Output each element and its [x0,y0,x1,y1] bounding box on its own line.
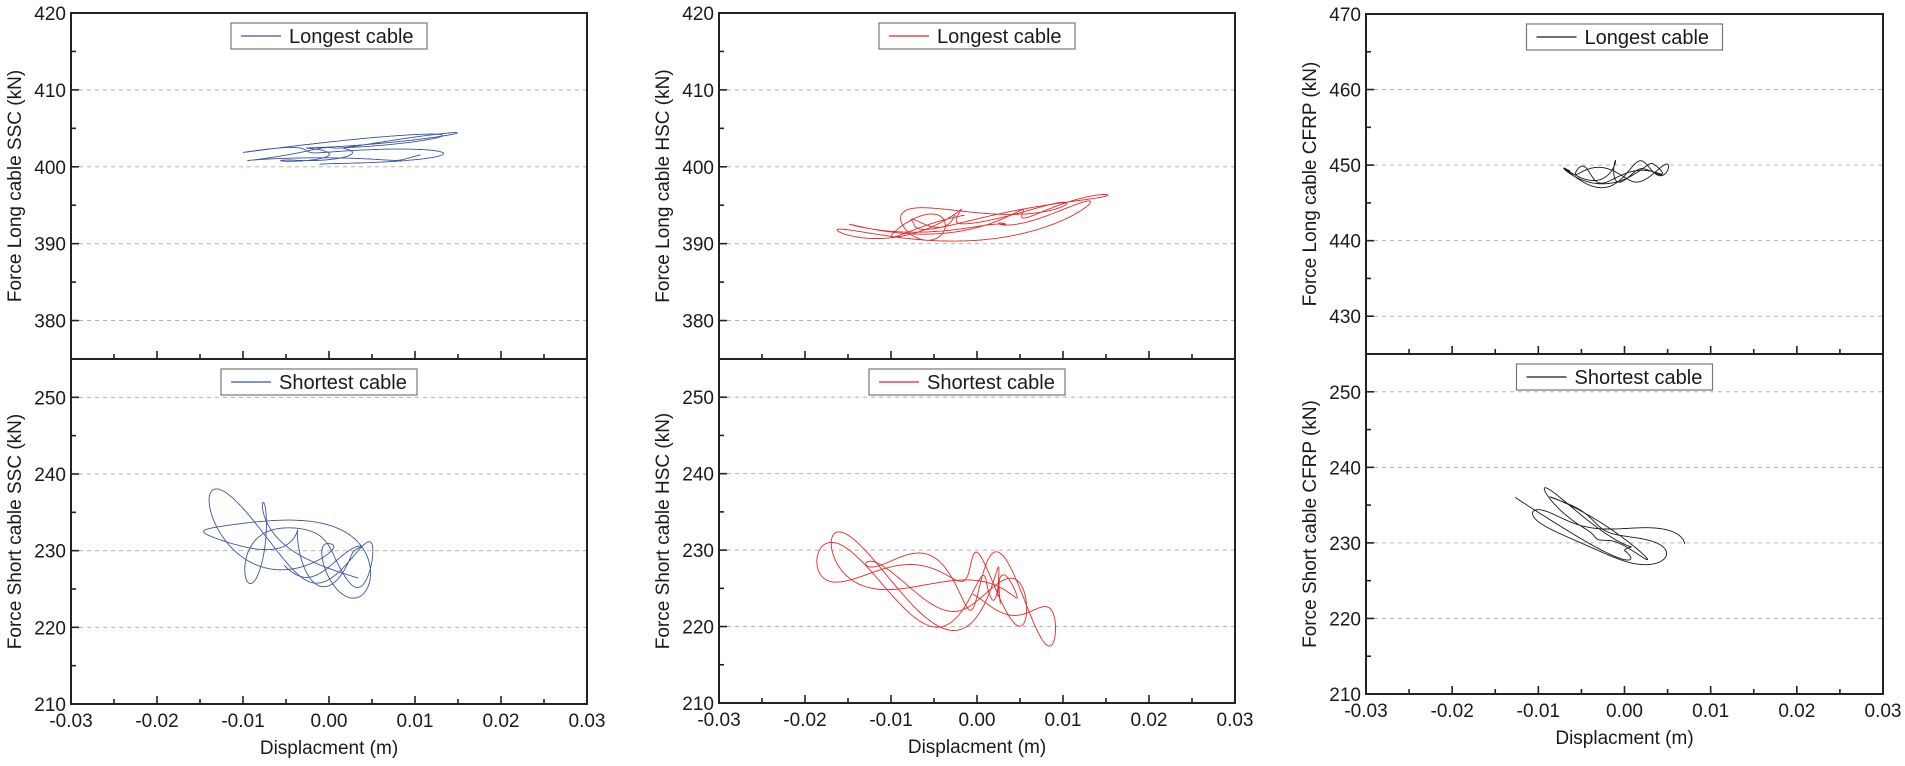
axes-frame [70,358,588,705]
panel-hsc-top: 380 390 400 410 420 Force Long cable HSC (kN)… [653,4,1236,360]
legend-label: Longest cable [937,26,1062,48]
panel-cfrp-bottom: 210 220 230 240 250 Force Short cable CFRP (k… [1300,353,1884,706]
x-tick-label: -0.03 [49,711,92,732]
data-series-bottom [1514,487,1686,566]
legend-label: Longest cable [1585,27,1710,49]
x-tick-label: 0.01 [397,711,434,732]
y-axis-title: Force Short cable SSC (kN) [5,414,26,649]
x-tick-label: -0.01 [1517,701,1560,722]
legend: Shortest cable [868,368,1066,396]
x-tick-label: -0.02 [1431,701,1474,722]
y-axis-title: Force Long cable SSC (kN) [5,70,26,302]
x-axis-title: Displacment (m) [908,737,1046,758]
axes-frame [70,12,588,360]
x-tick-label: 0.03 [1865,701,1902,722]
chart-cfrp: 430 440 450 460 470 Force Long cable CFRP (kN… [1300,5,1901,749]
x-tick-label: -0.01 [221,711,264,732]
x-tick-label: -0.02 [135,711,178,732]
legend-label: Shortest cable [927,372,1055,394]
data-series-top [242,132,458,165]
y-tick-label: 250 [682,388,714,409]
axes-frame [1365,13,1884,355]
legend: Longest cable [230,22,428,50]
y-tick-label: 230 [34,542,66,563]
axes-frame [718,12,1236,360]
x-tick-label: -0.03 [1344,701,1387,722]
y-axis-title: Force Short cable CFRP (kN) [1300,400,1321,648]
y-tick-label: 460 [1329,81,1361,102]
y-tick-label: 440 [1329,232,1361,253]
data-series-top [836,194,1109,242]
x-tick-label: 0.02 [1131,710,1168,731]
y-tick-label: 230 [682,541,714,562]
y-tick-label: 390 [34,235,66,256]
y-tick-label: 210 [34,695,66,716]
x-tick-label: -0.03 [697,710,740,731]
y-tick-label: 380 [34,312,66,333]
y-tick-label: 210 [682,694,714,715]
chart-ssc: 380 390 400 410 420 Force Long cable SSC (kN)… [5,4,605,759]
x-tick-label: 0.03 [569,711,606,732]
panel-ssc-top: 380 390 400 410 420 Force Long cable SSC (kN)… [5,4,588,360]
y-tick-label: 220 [34,618,66,639]
x-tick-label: 0.00 [1606,701,1643,722]
x-tick-label: 0.02 [483,711,520,732]
y-tick-label: 390 [682,235,714,256]
y-tick-label: 470 [1329,5,1361,26]
legend-label: Shortest cable [1575,367,1703,389]
legend: Longest cable [1525,23,1724,51]
x-axis-title: Displacment (m) [1555,728,1693,749]
panel-hsc-bottom: 210 220 230 240 250 Force Short cable HSC (kN… [653,358,1236,715]
data-series-top [1563,160,1670,189]
x-tick-label: 0.01 [1045,710,1082,731]
y-tick-label: 410 [682,81,714,102]
y-tick-label: 220 [1329,609,1361,630]
axes-frame [718,358,1236,704]
x-tick-label: 0.03 [1217,710,1254,731]
data-series-bottom [203,488,374,599]
y-tick-label: 250 [1329,383,1361,404]
legend-label: Shortest cable [279,372,407,394]
axes-frame [1365,353,1884,695]
y-tick-label: 450 [1329,156,1361,177]
legend: Shortest cable [1515,363,1714,391]
y-axis-title: Force Long cable CFRP (kN) [1300,62,1321,307]
y-tick-label: 420 [34,4,66,25]
y-tick-label: 420 [682,4,714,25]
y-tick-label: 400 [682,158,714,179]
x-tick-label: 0.00 [311,711,348,732]
panel-ssc-bottom: 210 220 230 240 250 Force Short cable SSC (kN… [5,358,588,716]
y-tick-label: 250 [34,388,66,409]
data-series-bottom [816,531,1056,647]
y-tick-label: 400 [34,158,66,179]
y-tick-label: 240 [1329,458,1361,479]
x-tick-label: 0.00 [959,710,996,731]
legend-label: Longest cable [289,26,414,48]
chart-hsc: 380 390 400 410 420 Force Long cable HSC (kN)… [653,4,1253,758]
x-tick-label: 0.01 [1692,701,1729,722]
y-tick-label: 220 [682,618,714,639]
x-axis-title: Displacment (m) [260,738,398,759]
y-tick-label: 410 [34,81,66,102]
x-tick-label: 0.02 [1778,701,1815,722]
y-axis-title: Force Long cable HSC (kN) [653,69,674,302]
x-tick-label: -0.01 [869,710,912,731]
y-tick-label: 430 [1329,307,1361,328]
y-tick-label: 240 [34,465,66,486]
panel-cfrp-top: 430 440 450 460 470 Force Long cable CFRP (kN… [1300,5,1884,355]
y-tick-label: 240 [682,465,714,486]
legend: Shortest cable [220,368,418,396]
y-axis-title: Force Short cable HSC (kN) [653,413,674,650]
y-tick-label: 210 [1329,685,1361,706]
y-tick-label: 380 [682,312,714,333]
legend: Longest cable [878,22,1076,50]
y-tick-label: 230 [1329,534,1361,555]
x-tick-label: -0.02 [783,710,826,731]
